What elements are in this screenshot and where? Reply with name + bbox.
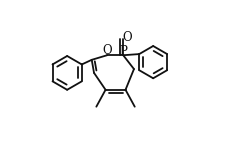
Text: O: O (122, 31, 132, 44)
Text: O: O (102, 44, 111, 57)
Text: P: P (119, 45, 127, 58)
